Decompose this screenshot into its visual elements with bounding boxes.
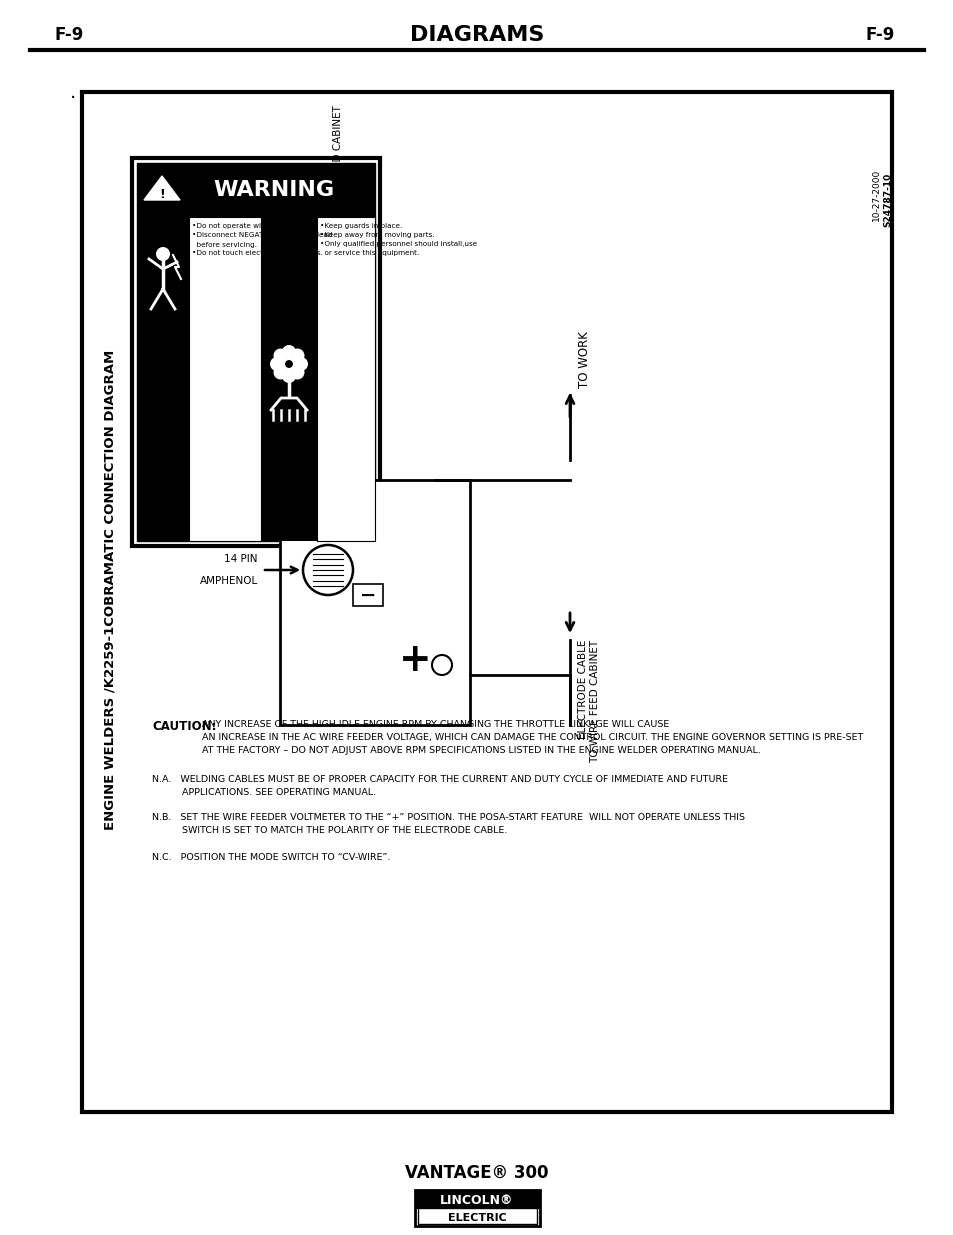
Text: AN INCREASE IN THE AC WIRE FEEDER VOLTAGE, WHICH CAN DAMAGE THE CONTROL CIRCUIT.: AN INCREASE IN THE AC WIRE FEEDER VOLTAG…: [202, 734, 862, 742]
Text: F-9: F-9: [864, 26, 894, 44]
Circle shape: [290, 366, 304, 379]
Text: ELECTRODE CABLE: ELECTRODE CABLE: [578, 640, 587, 740]
Text: 14 PIN: 14 PIN: [224, 555, 257, 564]
Text: DIAGRAMS: DIAGRAMS: [410, 25, 543, 44]
Text: +: +: [398, 641, 431, 679]
Circle shape: [432, 655, 452, 676]
Circle shape: [303, 545, 353, 595]
Text: APPLICATIONS. SEE OPERATING MANUAL.: APPLICATIONS. SEE OPERATING MANUAL.: [152, 788, 375, 797]
Text: SWITCH IS SET TO MATCH THE POLARITY OF THE ELECTRODE CABLE.: SWITCH IS SET TO MATCH THE POLARITY OF T…: [152, 826, 507, 835]
Text: .: .: [70, 83, 76, 103]
Text: N.B.   SET THE WIRE FEEDER VOLTMETER TO THE “+” POSITION. THE POSA-START FEATURE: N.B. SET THE WIRE FEEDER VOLTMETER TO TH…: [152, 813, 744, 823]
Text: N.A.   WELDING CABLES MUST BE OF PROPER CAPACITY FOR THE CURRENT AND DUTY CYCLE : N.A. WELDING CABLES MUST BE OF PROPER CA…: [152, 776, 727, 784]
Bar: [415, 1191, 539, 1226]
Text: TO WIRE FEED CABINET: TO WIRE FEED CABINET: [589, 640, 599, 763]
Bar: [132, 158, 379, 546]
Circle shape: [294, 357, 308, 370]
Text: S24787-10: S24787-10: [882, 173, 892, 227]
Circle shape: [270, 357, 284, 370]
Text: !: !: [159, 188, 165, 200]
Text: F-9: F-9: [55, 26, 84, 44]
Text: WARNING: WARNING: [213, 180, 335, 200]
Circle shape: [274, 348, 287, 363]
Text: LINCOLN®: LINCOLN®: [439, 1193, 514, 1207]
Bar: [316, 217, 375, 541]
Bar: [417, 1208, 537, 1224]
Text: VANTAGE® 300: VANTAGE® 300: [405, 1165, 548, 1182]
Bar: [82, 91, 891, 1112]
Text: N.C.   POSITION THE MODE SWITCH TO “CV-WIRE”.: N.C. POSITION THE MODE SWITCH TO “CV-WIR…: [152, 853, 390, 862]
Text: AT THE FACTORY – DO NOT ADJUST ABOVE RPM SPECIFICATIONS LISTED IN THE ENGINE WEL: AT THE FACTORY – DO NOT ADJUST ABOVE RPM…: [202, 746, 760, 755]
Text: AMPHENOL: AMPHENOL: [199, 576, 257, 585]
Circle shape: [274, 366, 287, 379]
Circle shape: [282, 345, 295, 359]
Bar: [280, 480, 470, 725]
Circle shape: [282, 369, 295, 383]
Text: •Do not operate with panels open.
•Disconnect NEGATIVE (-) Battery lead
  before: •Do not operate with panels open. •Disco…: [192, 224, 333, 257]
Text: ELECTRIC: ELECTRIC: [447, 1213, 506, 1223]
Text: ENGINE WELDERS /K2259-1COBRAMATIC CONNECTION DIAGRAM: ENGINE WELDERS /K2259-1COBRAMATIC CONNEC…: [103, 350, 116, 830]
Bar: [189, 217, 261, 541]
Text: −: −: [359, 585, 375, 604]
Bar: [137, 163, 375, 541]
Bar: [261, 217, 316, 541]
Text: TO WORK: TO WORK: [578, 331, 590, 388]
Text: ANY INCREASE OF THE HIGH IDLE ENGINE RPM BY CHANGING THE THROTTLE LINKAGE WILL C: ANY INCREASE OF THE HIGH IDLE ENGINE RPM…: [202, 720, 669, 729]
Bar: [353, 584, 382, 606]
Text: TO COBRAMATIC WIRE FEED CABINET: TO COBRAMATIC WIRE FEED CABINET: [333, 105, 343, 300]
Text: INPUT CABLE PLUG: INPUT CABLE PLUG: [345, 201, 355, 300]
Text: 10-27-2000: 10-27-2000: [871, 169, 880, 221]
Circle shape: [156, 247, 170, 261]
Polygon shape: [144, 177, 180, 200]
Bar: [137, 217, 189, 541]
Circle shape: [284, 359, 294, 369]
Text: CAUTION:: CAUTION:: [152, 720, 216, 734]
Circle shape: [290, 348, 304, 363]
Text: •Keep guards in place.
•Keep away from moving parts.
•Only qualified personnel s: •Keep guards in place. •Keep away from m…: [319, 224, 476, 256]
Bar: [137, 163, 375, 217]
Bar: [415, 1191, 539, 1209]
